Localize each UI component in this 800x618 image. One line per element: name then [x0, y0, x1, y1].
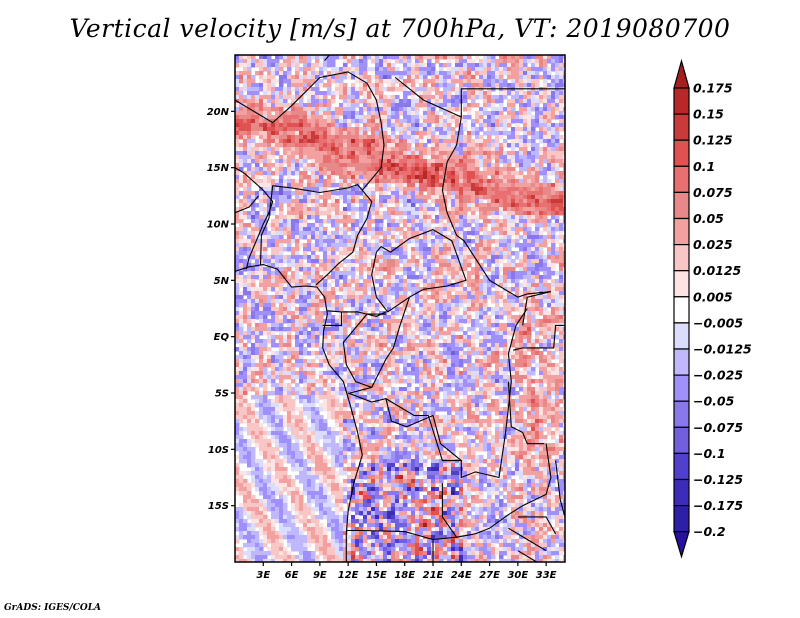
y-tick-label: 20N [207, 107, 230, 118]
colorbar-swatch [673, 217, 690, 246]
border-line [371, 228, 467, 313]
colorbar-swatch [673, 296, 690, 324]
colorbar-swatch [673, 165, 690, 194]
border-line [347, 392, 462, 462]
colorbar-label: −0.1 [693, 446, 726, 461]
border-line [507, 381, 545, 445]
colorbar-label: 0.15 [693, 107, 724, 122]
colorbar-swatch [673, 505, 690, 533]
colorbar-label: 0.05 [693, 211, 724, 226]
y-tick-label: 15S [208, 501, 229, 512]
chart-title: Vertical velocity [m/s] at 700hPa, VT: 2… [69, 14, 731, 43]
y-axis: 20N 15N 10N 5N EQ 5S 10S 15S [207, 107, 235, 512]
border-line [322, 311, 343, 326]
y-tick-label: 5N [214, 276, 230, 287]
border-line [522, 291, 552, 326]
y-tick-label: 15N [207, 163, 230, 174]
y-tick-label: 10N [207, 220, 230, 231]
border-line [235, 71, 368, 124]
colorbar-max-arrow [673, 58, 690, 89]
border-line [555, 460, 565, 518]
colorbar-label: 0.175 [693, 81, 733, 96]
y-tick-label: EQ [214, 332, 230, 343]
colorbar-min-arrow [673, 531, 690, 559]
border-line [385, 308, 528, 479]
velocity-field [235, 55, 565, 562]
border-line [342, 313, 386, 388]
border-line [349, 297, 410, 394]
colorbar-label: 0.025 [693, 237, 733, 252]
colorbar-swatch [673, 452, 690, 481]
x-tick-label: 3E [256, 570, 270, 581]
colorbar-label: 0.005 [693, 289, 733, 304]
colorbar-label: −0.005 [693, 315, 743, 330]
x-tick-label: 30E [507, 570, 528, 581]
colorbar-swatch [673, 87, 690, 115]
colorbar-swatch [673, 426, 690, 454]
y-tick-label: 10S [208, 445, 229, 456]
x-tick-label: 18E [394, 570, 415, 581]
border-line [235, 167, 274, 270]
colorbar-swatch [673, 478, 690, 507]
colorbar-label: −0.175 [693, 498, 743, 513]
colorbar-label: −0.2 [693, 524, 726, 539]
border-line [512, 324, 565, 351]
colorbar-label: −0.05 [693, 394, 735, 409]
x-tick-label: 21E [423, 570, 444, 581]
x-tick-label: 33E [536, 570, 557, 581]
border-line [517, 516, 557, 535]
border-line [324, 55, 330, 61]
colorbar-label: 0.0125 [693, 263, 742, 278]
y-tick-label: 5S [215, 389, 229, 400]
border-line [456, 443, 552, 538]
border-line [259, 183, 373, 286]
border-line [394, 77, 462, 118]
colorbar-swatch [673, 191, 690, 220]
border-line [508, 527, 547, 552]
colorbar-label: −0.075 [693, 420, 743, 435]
border-line [517, 550, 537, 562]
border-line [441, 111, 551, 298]
colorbar-swatch [673, 113, 690, 141]
colorbar-swatch [673, 244, 690, 272]
colorbar-label: −0.125 [693, 472, 743, 487]
x-tick-label: 15E [366, 570, 387, 581]
border-line [361, 82, 385, 191]
colorbar-label: 0.075 [693, 185, 733, 200]
colorbar-label: −0.0125 [693, 342, 752, 357]
x-tick-label: 12E [338, 570, 359, 581]
colorbar-label: −0.025 [693, 368, 743, 383]
x-axis: 3E 6E 9E 12E 15E 18E 21E 24E 27E 30E 33E [256, 562, 557, 581]
x-tick-label: 27E [479, 570, 500, 581]
x-tick-label: 24E [451, 570, 472, 581]
border-line [235, 264, 363, 562]
x-tick-label: 9E [313, 570, 327, 581]
colorbar-swatch [673, 348, 690, 376]
colorbar-swatch [673, 400, 690, 428]
border-line [235, 195, 260, 214]
map-frame [234, 54, 566, 563]
colorbar-swatch [673, 374, 690, 402]
grads-credit: GrADS: IGES/COLA [4, 603, 102, 613]
colorbar: 0.175 0.15 0.125 0.1 0.075 0.05 0.025 0.0125 0.0… [673, 58, 752, 559]
border-line [327, 310, 387, 317]
x-tick-label: 6E [285, 570, 299, 581]
colorbar-label: 0.125 [693, 133, 733, 148]
colorbar-swatch [673, 139, 690, 167]
country-borders [235, 55, 565, 562]
colorbar-label: 0.1 [693, 159, 715, 174]
colorbar-swatch [673, 270, 690, 298]
border-line [460, 88, 565, 112]
colorbar-swatch [673, 322, 690, 350]
